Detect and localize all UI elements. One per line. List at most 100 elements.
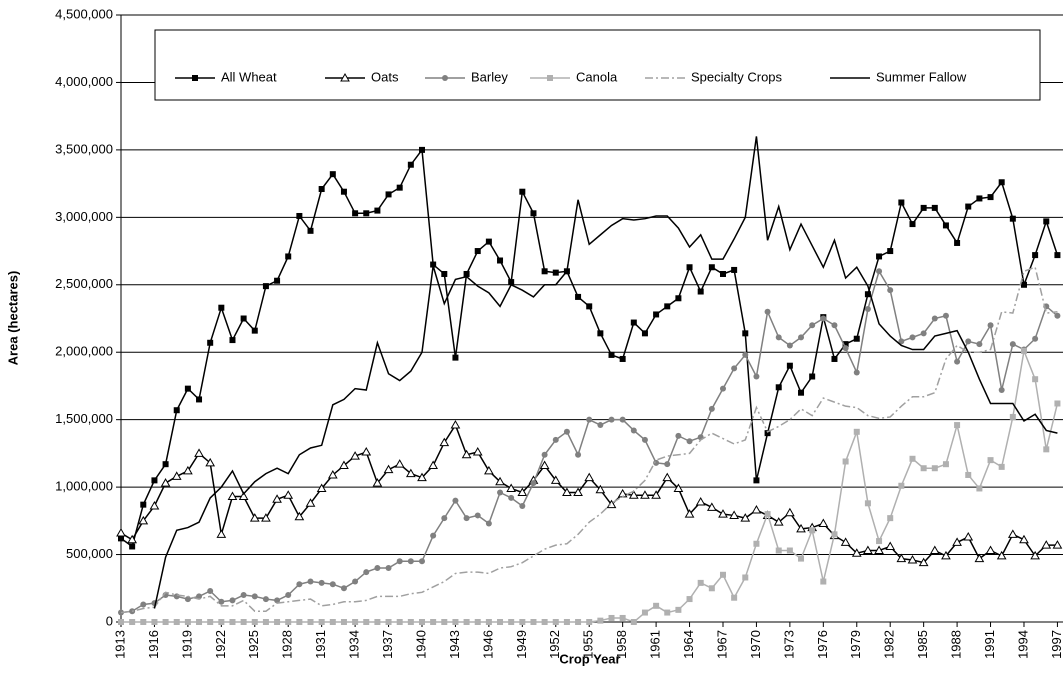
point bbox=[129, 543, 136, 550]
y-tick-label: 2,000,000 bbox=[55, 344, 113, 359]
point bbox=[196, 619, 203, 625]
point bbox=[673, 483, 684, 492]
point bbox=[796, 523, 806, 533]
point bbox=[519, 502, 526, 509]
point bbox=[497, 257, 504, 264]
point bbox=[876, 268, 883, 275]
point bbox=[407, 619, 414, 625]
point bbox=[584, 472, 595, 482]
point bbox=[798, 389, 805, 396]
point bbox=[820, 578, 827, 585]
point bbox=[517, 487, 528, 497]
point bbox=[307, 227, 314, 234]
point bbox=[196, 593, 203, 600]
point bbox=[1032, 376, 1039, 383]
legend-marker bbox=[547, 75, 553, 81]
point bbox=[138, 515, 149, 525]
point bbox=[374, 619, 381, 625]
point bbox=[954, 239, 961, 246]
point bbox=[898, 338, 905, 345]
point bbox=[597, 330, 604, 337]
point bbox=[898, 482, 905, 489]
point bbox=[563, 619, 570, 625]
point bbox=[662, 472, 673, 482]
point bbox=[173, 407, 180, 414]
point bbox=[718, 509, 728, 518]
point bbox=[495, 476, 505, 486]
point bbox=[541, 619, 548, 625]
point bbox=[920, 330, 927, 337]
point bbox=[430, 619, 437, 625]
point bbox=[719, 571, 726, 578]
point bbox=[853, 428, 860, 435]
point bbox=[452, 354, 459, 361]
point bbox=[976, 485, 983, 492]
point bbox=[965, 471, 972, 478]
point bbox=[363, 569, 370, 576]
point bbox=[987, 457, 994, 464]
x-tick-label: 1994 bbox=[1015, 630, 1030, 659]
x-tick-label: 1937 bbox=[380, 630, 395, 659]
x-tick-label: 1952 bbox=[547, 630, 562, 659]
point bbox=[1020, 347, 1027, 354]
point bbox=[171, 471, 182, 480]
point bbox=[118, 535, 124, 542]
point bbox=[508, 494, 515, 501]
point bbox=[641, 436, 648, 443]
x-tick-label: 1976 bbox=[815, 630, 830, 659]
point bbox=[798, 555, 805, 562]
point bbox=[452, 497, 459, 504]
point bbox=[428, 460, 439, 470]
point bbox=[1030, 550, 1040, 560]
point bbox=[318, 579, 325, 586]
point bbox=[864, 291, 871, 298]
point bbox=[562, 487, 572, 497]
point bbox=[329, 581, 336, 588]
point bbox=[653, 311, 660, 318]
point bbox=[229, 337, 236, 344]
x-tick-label: 1991 bbox=[982, 630, 997, 659]
point bbox=[441, 515, 448, 522]
point bbox=[229, 619, 236, 625]
point bbox=[184, 385, 191, 392]
point bbox=[262, 596, 269, 603]
point bbox=[941, 550, 951, 560]
y-tick-label: 1,500,000 bbox=[55, 411, 113, 426]
x-tick-label: 1946 bbox=[480, 630, 495, 659]
point bbox=[575, 451, 582, 458]
point bbox=[664, 461, 671, 468]
point bbox=[430, 261, 437, 268]
point bbox=[731, 266, 738, 273]
point bbox=[998, 179, 1005, 186]
point bbox=[530, 480, 537, 487]
point bbox=[987, 322, 994, 329]
point bbox=[876, 253, 883, 260]
x-tick-label: 1961 bbox=[648, 630, 663, 659]
point bbox=[385, 191, 392, 198]
point bbox=[996, 550, 1007, 560]
point bbox=[708, 405, 715, 412]
point bbox=[740, 513, 751, 522]
point bbox=[608, 416, 615, 423]
x-tick-label: 1940 bbox=[413, 630, 428, 659]
point bbox=[965, 203, 972, 210]
x-tick-label: 1982 bbox=[882, 630, 897, 659]
point bbox=[485, 238, 492, 245]
x-tick-label: 1958 bbox=[614, 630, 629, 659]
point bbox=[764, 308, 771, 315]
point bbox=[664, 609, 671, 616]
point bbox=[361, 447, 372, 456]
point bbox=[831, 322, 838, 329]
point bbox=[396, 558, 403, 565]
point bbox=[274, 597, 281, 604]
point bbox=[1054, 312, 1061, 319]
point bbox=[1032, 252, 1039, 259]
point bbox=[485, 619, 492, 625]
point bbox=[251, 327, 258, 334]
point bbox=[151, 619, 158, 625]
point bbox=[842, 341, 849, 348]
point bbox=[697, 579, 704, 586]
point bbox=[586, 619, 593, 625]
y-tick-label: 0 bbox=[106, 613, 113, 628]
